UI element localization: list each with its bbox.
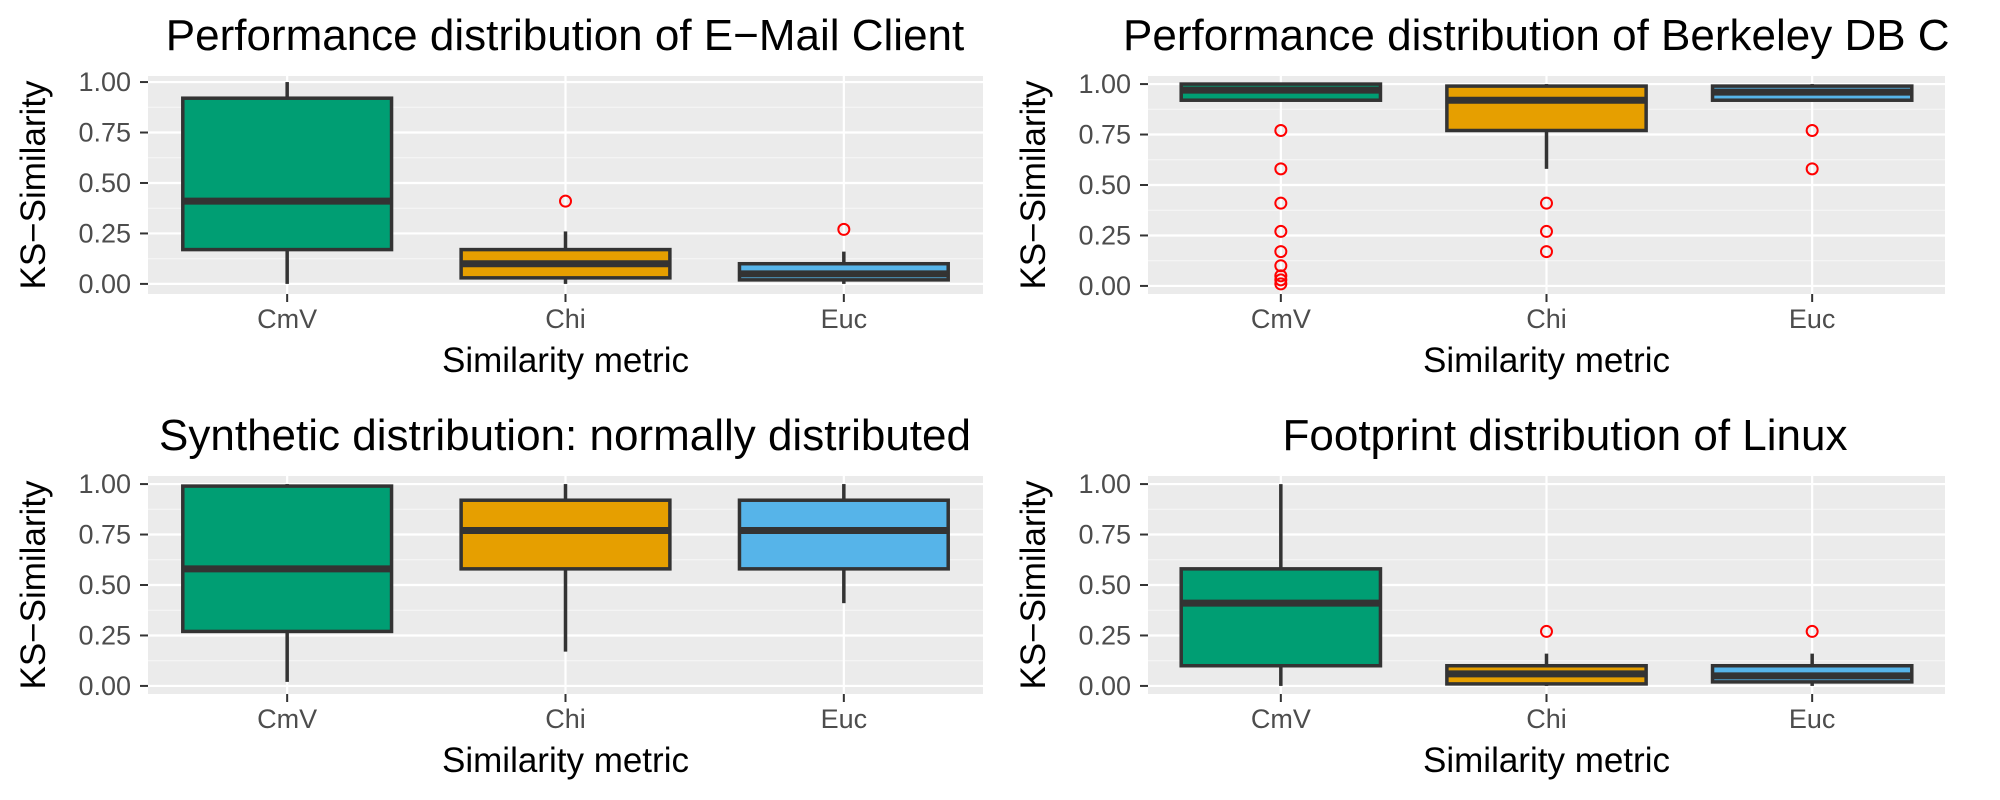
x-tick-label: Chi — [1526, 704, 1567, 734]
box-iqr — [181, 484, 394, 634]
y-tick-label: 1.00 — [78, 469, 131, 499]
outlier-point — [1805, 162, 1819, 176]
x-tick-label: CmV — [257, 704, 317, 734]
outlier-point — [559, 194, 572, 208]
outlier-point — [1274, 245, 1288, 259]
box-chi — [1445, 624, 1648, 686]
chart-title: Footprint distribution of Linux — [1283, 411, 1848, 460]
box-euc — [737, 484, 950, 604]
outlier-point — [1540, 624, 1553, 638]
y-tick-label: 0.75 — [78, 520, 131, 550]
outlier-point — [1540, 224, 1553, 238]
box-chi — [1445, 84, 1648, 259]
outlier-point — [1805, 624, 1819, 638]
x-tick-label: Chi — [1526, 304, 1567, 334]
y-tick-label: 0.00 — [78, 671, 131, 701]
x-tick-label: Chi — [545, 704, 586, 734]
box-euc — [737, 222, 950, 284]
y-tick-label: 0.00 — [1078, 671, 1131, 701]
y-tick-label: 0.25 — [78, 620, 131, 650]
x-axis-title: Similarity metric — [442, 341, 689, 380]
box-euc — [1710, 84, 1914, 176]
box-chi — [459, 484, 672, 652]
y-axis-title: KS−Similarity — [14, 480, 53, 690]
y-tick-label: 0.50 — [78, 570, 131, 600]
y-tick-label: 1.00 — [1078, 69, 1131, 99]
y-tick-label: 1.00 — [1078, 469, 1131, 499]
x-tick-label: CmV — [257, 304, 317, 334]
x-tick-label: CmV — [1251, 704, 1311, 734]
outlier-point — [1274, 162, 1288, 176]
y-tick-label: 1.00 — [78, 67, 131, 97]
box-cmv — [1179, 484, 1383, 686]
box-iqr — [181, 96, 394, 252]
chart-panel-3: 0.00 0.25 0.50 0.75 1.00 CmV Chi Euc Similarity … — [14, 411, 983, 780]
box-euc — [1710, 624, 1914, 686]
y-tick-label: 0.75 — [1078, 520, 1131, 550]
chart-title: Performance distribution of Berkeley DB … — [1123, 11, 1950, 60]
chart-title: Performance distribution of E−Mail Clien… — [166, 11, 964, 60]
y-tick-label: 0.75 — [1078, 120, 1131, 150]
y-tick-label: 0.25 — [1078, 620, 1131, 650]
box-chi — [459, 194, 672, 284]
box-iqr — [1445, 84, 1648, 133]
y-tick-label: 0.00 — [78, 269, 131, 299]
chart-panel-1: 0.00 0.25 0.50 0.75 1.00 CmV Chi Euc Similarity … — [14, 11, 983, 380]
x-axis-title: Similarity metric — [442, 741, 689, 780]
y-tick-label: 0.00 — [1078, 271, 1131, 301]
y-tick-label: 0.50 — [78, 168, 131, 198]
y-tick-label: 0.25 — [78, 218, 131, 248]
y-axis-title: KS−Similarity — [1014, 80, 1053, 290]
y-tick-label: 0.50 — [1078, 570, 1131, 600]
x-tick-label: Euc — [821, 704, 868, 734]
box-cmv — [181, 484, 394, 682]
outlier-point — [1274, 196, 1288, 210]
x-tick-label: Chi — [545, 304, 586, 334]
x-tick-label: CmV — [1251, 304, 1311, 334]
outlier-point — [837, 222, 851, 236]
y-tick-label: 0.75 — [78, 118, 131, 148]
y-tick-label: 0.25 — [1078, 220, 1131, 250]
chart-panel-4: 0.00 0.25 0.50 0.75 1.00 CmV Chi Euc Similarity … — [1014, 411, 1945, 780]
x-tick-label: Euc — [1789, 304, 1836, 334]
outlier-point — [1274, 273, 1288, 287]
outlier-point — [1274, 124, 1288, 137]
outlier-point — [1274, 269, 1288, 283]
box-cmv — [181, 82, 394, 284]
chart-panel-2: 0.00 0.25 0.50 0.75 1.00 CmV Chi Euc Similarity … — [1014, 11, 1950, 380]
chart-title: Synthetic distribution: normally distrib… — [159, 411, 971, 460]
x-axis-title: Similarity metric — [1423, 741, 1670, 780]
outlier-point — [1540, 196, 1553, 210]
x-tick-label: Euc — [821, 304, 868, 334]
x-tick-label: Euc — [1789, 704, 1836, 734]
box-iqr — [1179, 567, 1383, 668]
outlier-point — [1274, 277, 1288, 291]
box-iqr — [737, 498, 950, 571]
y-axis-title: KS−Similarity — [1014, 480, 1053, 690]
outlier-point — [1274, 224, 1288, 238]
outlier-point — [1540, 245, 1553, 259]
outlier-point — [1805, 124, 1819, 137]
y-axis-title: KS−Similarity — [14, 80, 53, 290]
box-cmv — [1179, 82, 1383, 291]
box-iqr — [459, 498, 672, 571]
y-tick-label: 0.50 — [1078, 170, 1131, 200]
x-axis-title: Similarity metric — [1423, 341, 1670, 380]
